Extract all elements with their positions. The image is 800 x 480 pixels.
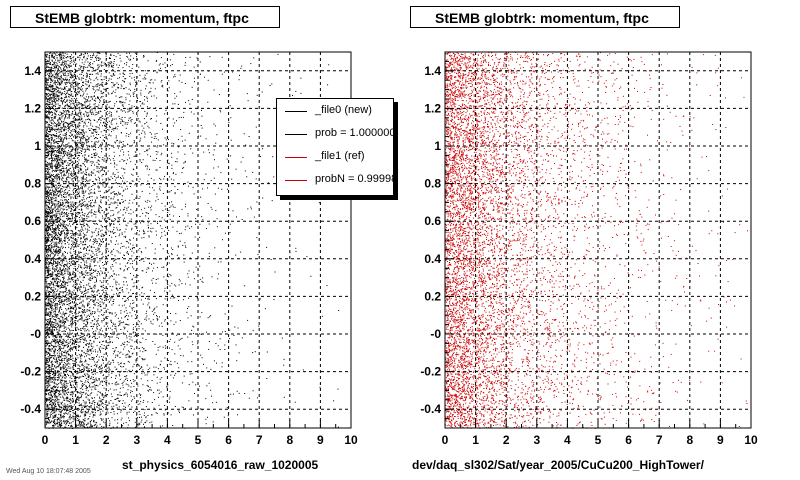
y-tick-label: -0.4 <box>420 402 441 416</box>
y-tick-label: 1.2 <box>24 101 41 115</box>
x-tick-label: 0 <box>442 433 449 447</box>
legend-label: _file0 (new) <box>315 104 372 116</box>
timestamp: Wed Aug 10 18:07:48 2005 <box>6 468 91 475</box>
legend-label: _file1 (ref) <box>315 150 365 162</box>
x-tick-label: 7 <box>256 433 263 447</box>
grid <box>445 52 751 428</box>
x-tick-label: 3 <box>133 433 140 447</box>
x-tick-label: 4 <box>564 433 571 447</box>
y-tick-label: 1.2 <box>424 101 441 115</box>
x-tick-label: 1 <box>72 433 79 447</box>
x-tick-label: 6 <box>225 433 232 447</box>
x-tick-label: 10 <box>744 433 758 447</box>
left-plot-title: StEMB globtrk: momentum, ftpc <box>10 6 280 28</box>
y-tick-label: 0.4 <box>24 252 41 266</box>
legend-line-new <box>285 111 307 112</box>
x-tick-label: 5 <box>195 433 202 447</box>
y-tick-label: -0.2 <box>20 365 41 379</box>
y-tick-label: -0 <box>30 327 41 341</box>
x-tick-label: 4 <box>164 433 171 447</box>
chart-panel-0: 0 1 2 3 4 5 6 7 8 9 10 -0.4 -0.2 -0 0.2 0.4 0.6 0.8 1 1.2 1.… <box>20 51 358 447</box>
x-tick-label: 3 <box>533 433 540 447</box>
legend-entry-file0: _file0 (new) <box>277 103 393 121</box>
y-tick-label: 0.2 <box>424 289 441 303</box>
series--file0-new- <box>45 52 340 429</box>
y-tick-label: 0.2 <box>24 289 41 303</box>
chart-panel-1: 0 1 2 3 4 5 6 7 8 9 10 -0.4 -0.2 -0 0.2 0.4 0.6 0.8 1 1.2 1.… <box>420 51 758 447</box>
legend-label: prob = 1.000000 <box>315 127 394 139</box>
right-plot-title: StEMB globtrk: momentum, ftpc <box>410 6 680 28</box>
y-tick-label: -0 <box>430 327 441 341</box>
x-tick-label: 9 <box>717 433 724 447</box>
x-tick-label: 8 <box>686 433 693 447</box>
y-tick-label: 0.4 <box>424 252 441 266</box>
y-tick-label: 1.4 <box>24 64 41 78</box>
legend-line-prob <box>285 134 307 135</box>
x-tick-label: 2 <box>503 433 510 447</box>
x-tick-label: 10 <box>344 433 358 447</box>
legend-entry-prob: prob = 1.000000 <box>277 126 394 144</box>
x-tick-label: 6 <box>625 433 632 447</box>
y-tick-label: 1 <box>34 139 41 153</box>
x-tick-label: 1 <box>472 433 479 447</box>
y-tick-label: 0.8 <box>24 177 41 191</box>
legend-line-probn <box>285 180 307 181</box>
legend: _file0 (new) prob = 1.000000 _file1 (ref… <box>276 98 394 196</box>
y-tick-label: 1.4 <box>424 64 441 78</box>
legend-entry-probn: probN = 0.999985 <box>277 172 393 190</box>
y-tick-label: -0.4 <box>20 402 41 416</box>
legend-entry-file1: _file1 (ref) <box>277 149 393 167</box>
x-tick-label: 8 <box>286 433 293 447</box>
y-tick-label: 1 <box>434 139 441 153</box>
x-tick-label: 0 <box>42 433 49 447</box>
y-tick-label: 0.8 <box>424 177 441 191</box>
left-plot-footer: st_physics_6054016_raw_1020005 <box>122 458 319 472</box>
legend-label: probN = 0.999985 <box>315 173 393 185</box>
grid <box>45 52 351 428</box>
series--file1-ref- <box>445 52 748 429</box>
y-tick-label: 0.6 <box>24 214 41 228</box>
y-tick-label: -0.2 <box>420 365 441 379</box>
x-tick-label: 9 <box>317 433 324 447</box>
x-tick-label: 2 <box>103 433 110 447</box>
x-tick-label: 5 <box>595 433 602 447</box>
y-tick-label: 0.6 <box>424 214 441 228</box>
legend-line-ref <box>285 157 307 158</box>
x-tick-label: 7 <box>656 433 663 447</box>
right-plot-footer: dev/daq_sl302/Sat/year_2005/CuCu200_High… <box>412 458 704 472</box>
